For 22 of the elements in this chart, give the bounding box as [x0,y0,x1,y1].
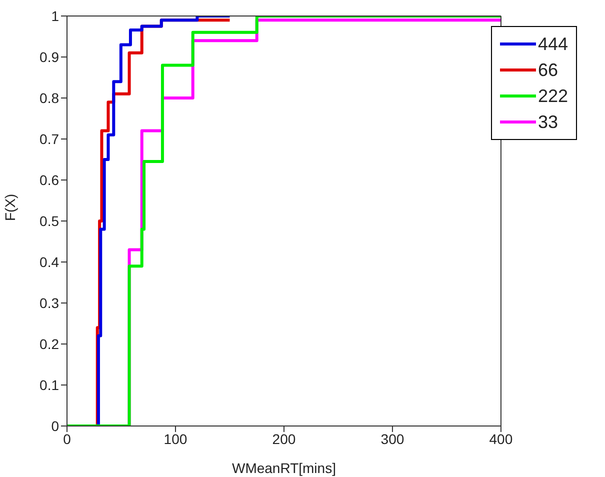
legend-label: 444 [538,34,568,54]
x-tick-label: 300 [380,430,404,447]
y-tick-label: 0.6 [40,172,60,188]
y-tick-label: 0.8 [40,90,60,106]
y-tick-label: 0.4 [40,254,60,270]
y-tick-label: 0.1 [40,376,60,393]
y-tick-label: 0.5 [40,212,60,229]
legend-label: 222 [538,86,568,106]
x-tick-label: 400 [489,430,513,447]
y-tick-label: 1 [51,8,60,24]
y-tick-label: 0.7 [40,130,60,147]
y-tick-label: 0.9 [40,48,60,65]
x-axis-title: WMeanRT[mins] [232,460,336,476]
y-tick-label: 0.2 [40,336,60,352]
x-tick-label: 0 [63,430,72,447]
x-tick-label: 100 [164,430,188,447]
y-tick-label: 0 [51,418,60,434]
legend-label: 33 [538,112,558,132]
y-axis-title: F(X) [2,194,18,221]
x-tick-label: 200 [272,430,296,447]
y-tick-label: 0.3 [40,294,60,311]
legend-label: 66 [538,60,558,80]
